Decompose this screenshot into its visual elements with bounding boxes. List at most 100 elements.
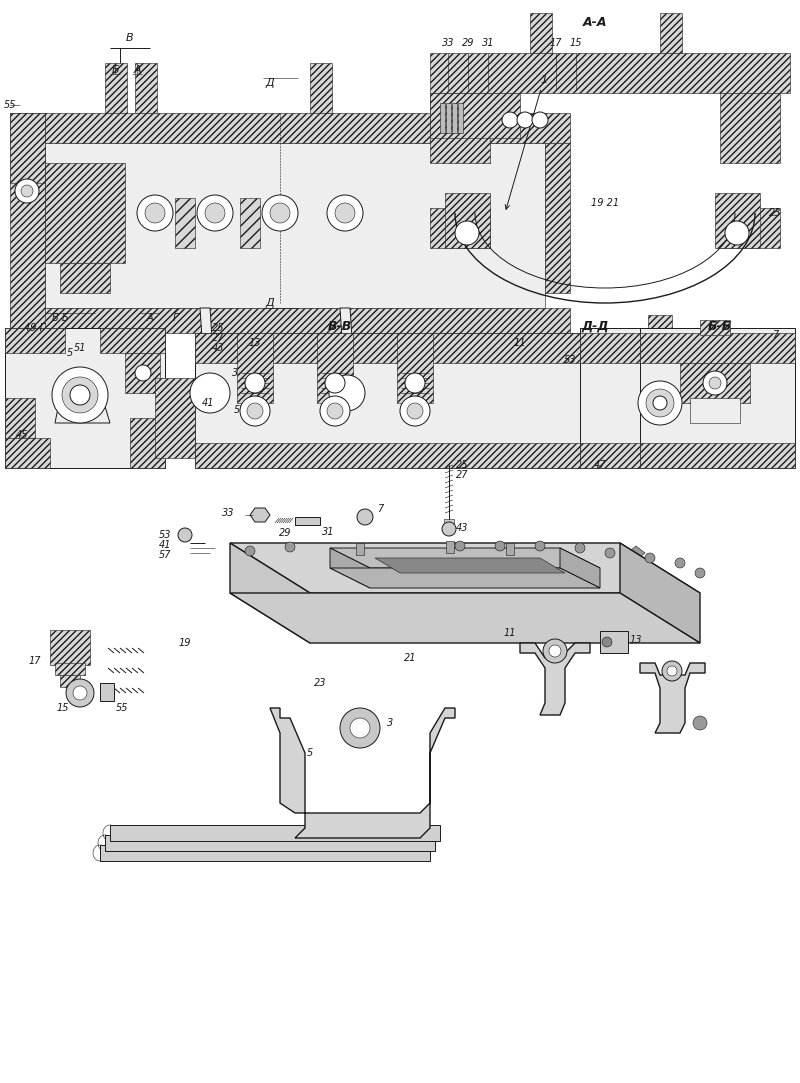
Text: 33: 33	[222, 508, 234, 518]
Text: 55: 55	[4, 100, 17, 110]
Circle shape	[320, 396, 350, 426]
Bar	[720, 93, 780, 164]
Circle shape	[495, 542, 505, 551]
Bar	[720, 208, 780, 248]
Text: 15: 15	[57, 703, 70, 713]
Text: 25: 25	[456, 460, 468, 470]
Text: Б-Б: Б-Б	[708, 319, 732, 332]
Circle shape	[327, 403, 343, 419]
Polygon shape	[520, 643, 590, 715]
Bar	[690, 397, 740, 423]
Text: 7: 7	[377, 504, 383, 514]
Circle shape	[327, 195, 363, 231]
Text: В: В	[126, 32, 134, 43]
Text: 1: 1	[505, 75, 547, 209]
Bar	[195, 332, 590, 363]
Bar	[648, 315, 672, 335]
Text: 51: 51	[74, 343, 86, 353]
Polygon shape	[55, 373, 110, 423]
Text: 5: 5	[67, 348, 73, 358]
Circle shape	[52, 367, 108, 423]
Bar	[5, 328, 165, 468]
Bar	[195, 443, 590, 468]
Text: 19 21: 19 21	[591, 198, 619, 208]
Circle shape	[703, 371, 727, 395]
Polygon shape	[330, 567, 600, 588]
Bar	[430, 53, 790, 93]
Bar	[5, 438, 50, 468]
Text: Д: Д	[266, 78, 274, 88]
Text: 3: 3	[232, 368, 238, 378]
Circle shape	[400, 396, 430, 426]
Circle shape	[543, 639, 567, 663]
Polygon shape	[100, 845, 430, 861]
Polygon shape	[591, 546, 609, 560]
Bar	[640, 443, 795, 468]
Text: 17: 17	[550, 38, 562, 48]
Text: Г: Г	[172, 313, 178, 323]
Bar	[10, 113, 45, 183]
Text: 17: 17	[29, 656, 42, 666]
Circle shape	[245, 546, 255, 556]
Bar	[45, 164, 125, 263]
Polygon shape	[270, 708, 455, 838]
Bar	[45, 143, 545, 308]
Bar	[700, 319, 730, 335]
Polygon shape	[200, 308, 215, 383]
Circle shape	[73, 686, 87, 700]
Circle shape	[21, 185, 33, 197]
Text: 43: 43	[456, 523, 468, 533]
Circle shape	[502, 112, 518, 128]
Text: 33: 33	[442, 38, 454, 48]
Text: 27: 27	[212, 332, 225, 343]
Bar	[155, 378, 195, 458]
Bar	[430, 93, 520, 138]
Circle shape	[247, 403, 263, 419]
Bar	[237, 332, 273, 403]
Text: 21: 21	[404, 653, 416, 663]
Circle shape	[240, 396, 270, 426]
Circle shape	[532, 112, 548, 128]
Text: 23: 23	[769, 208, 782, 218]
Circle shape	[350, 718, 370, 738]
Circle shape	[135, 365, 151, 381]
Text: 11: 11	[514, 338, 526, 348]
Text: 41: 41	[202, 397, 214, 408]
Text: 43: 43	[212, 343, 225, 353]
Bar	[600, 631, 628, 653]
Bar	[10, 113, 45, 332]
Bar	[100, 683, 114, 701]
Text: 25: 25	[212, 323, 225, 332]
Polygon shape	[560, 548, 600, 588]
Circle shape	[653, 396, 667, 410]
Bar	[100, 328, 165, 353]
Bar	[458, 103, 463, 133]
Bar	[680, 363, 750, 403]
Circle shape	[725, 221, 749, 245]
Text: 19: 19	[178, 638, 191, 648]
Circle shape	[645, 553, 655, 563]
Text: В-В: В-В	[328, 319, 352, 332]
Bar	[444, 519, 454, 525]
Text: 31: 31	[482, 38, 494, 48]
Bar	[350, 710, 370, 728]
Circle shape	[329, 375, 365, 412]
Bar	[397, 332, 433, 403]
Circle shape	[455, 542, 465, 551]
Bar	[105, 63, 127, 113]
Bar	[5, 328, 65, 353]
Polygon shape	[640, 663, 705, 733]
Text: А: А	[146, 313, 154, 323]
Polygon shape	[230, 543, 310, 643]
Polygon shape	[230, 593, 700, 643]
Text: Д: Д	[266, 298, 274, 308]
Polygon shape	[627, 546, 645, 560]
Bar	[545, 143, 570, 293]
Circle shape	[602, 637, 612, 647]
Circle shape	[145, 203, 165, 223]
Bar	[130, 418, 165, 468]
Bar	[240, 198, 260, 248]
Circle shape	[575, 543, 585, 553]
Bar	[10, 308, 570, 332]
Text: 29: 29	[278, 529, 291, 538]
